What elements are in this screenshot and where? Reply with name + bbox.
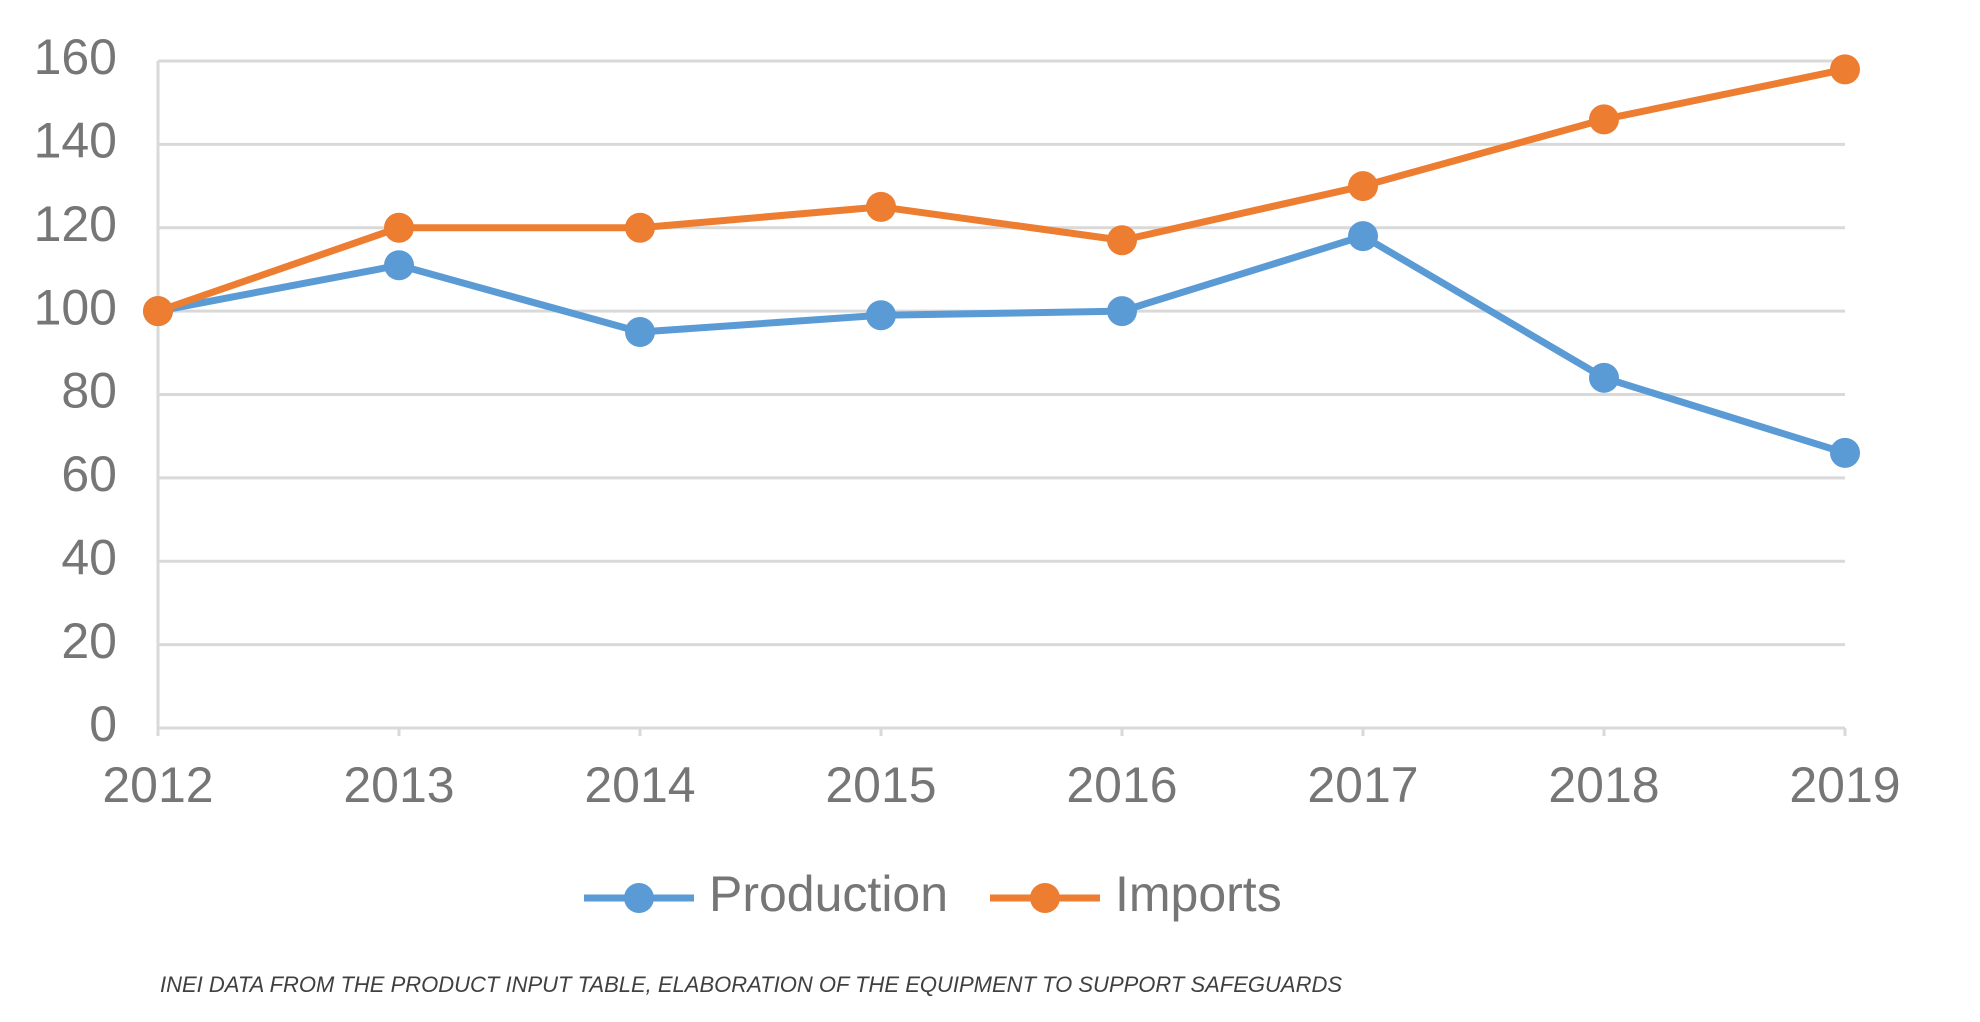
x-tick-label: 2017 bbox=[1307, 757, 1418, 813]
legend-marker bbox=[1030, 883, 1060, 913]
data-point bbox=[1348, 221, 1378, 252]
data-point bbox=[1107, 296, 1137, 327]
y-tick-label: 160 bbox=[34, 29, 117, 85]
data-point bbox=[625, 316, 655, 347]
data-point bbox=[1830, 54, 1860, 85]
data-point bbox=[1589, 362, 1619, 393]
series-line bbox=[156, 65, 1846, 315]
data-point bbox=[866, 191, 896, 222]
x-tick-label: 2016 bbox=[1066, 757, 1177, 813]
x-tick-label: 2014 bbox=[584, 757, 695, 813]
legend-label: Imports bbox=[1115, 866, 1282, 922]
y-tick-label: 60 bbox=[61, 446, 117, 502]
x-tick-label: 2019 bbox=[1789, 757, 1900, 813]
data-point bbox=[143, 296, 173, 327]
y-tick-label: 40 bbox=[61, 529, 117, 585]
y-tick-label: 120 bbox=[34, 196, 117, 252]
data-point bbox=[384, 250, 414, 281]
y-tick-label: 80 bbox=[61, 363, 117, 419]
data-point bbox=[1348, 171, 1378, 202]
legend-marker bbox=[624, 883, 654, 913]
x-tick-label: 2013 bbox=[343, 757, 454, 813]
data-point bbox=[384, 212, 414, 243]
x-tick-label: 2012 bbox=[102, 757, 213, 813]
data-point bbox=[1589, 104, 1619, 135]
y-tick-label: 140 bbox=[34, 113, 117, 169]
x-tick-label: 2015 bbox=[825, 757, 936, 813]
source-note: INEI DATA FROM THE PRODUCT INPUT TABLE, … bbox=[160, 972, 1342, 997]
legend-label: Production bbox=[709, 866, 948, 922]
y-tick-label: 100 bbox=[34, 279, 117, 335]
series-line bbox=[157, 232, 1847, 457]
x-tick-label: 2018 bbox=[1548, 757, 1659, 813]
y-tick-label: 20 bbox=[61, 613, 117, 669]
y-tick-label: 0 bbox=[89, 696, 117, 752]
data-point bbox=[1107, 225, 1137, 256]
data-point bbox=[625, 212, 655, 243]
data-point bbox=[866, 300, 896, 331]
data-point bbox=[1830, 437, 1860, 468]
